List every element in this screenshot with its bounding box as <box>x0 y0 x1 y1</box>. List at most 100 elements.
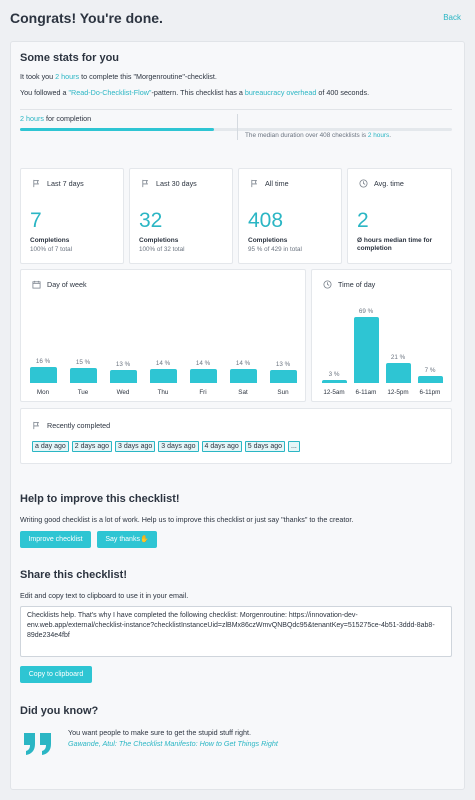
improve-checklist-button[interactable]: Improve checklist <box>20 531 91 548</box>
day-of-week-title: Day of week <box>47 280 87 289</box>
did-you-know-heading: Did you know? <box>20 705 99 717</box>
tile-label: All time <box>265 179 289 188</box>
bar-value-label: 15 % <box>75 359 91 366</box>
bar-category-label: 12-5am <box>323 389 345 396</box>
bar-category-label: Fri <box>199 389 207 396</box>
tile-value: 408 <box>248 209 284 232</box>
clock-icon <box>323 280 332 289</box>
bar-value-label: 14 % <box>155 360 171 367</box>
bar-value-label: 3 % <box>328 371 340 379</box>
tile-all-time: All time 408 Completions 95 % of 429 in … <box>238 168 342 264</box>
bar-12-5am <box>321 380 347 383</box>
bar-value-label: 16 % <box>35 358 51 365</box>
share-text: Edit and copy text to clipboard to use i… <box>20 591 189 600</box>
recently-completed-panel: Recently completed a day ago 2 days ago 3 … <box>20 408 452 464</box>
page-title: Congrats! You're done. <box>10 10 163 26</box>
tile-sub: Completions <box>248 237 288 244</box>
tile-sub: Ø hours median time for completion <box>357 237 433 252</box>
tile-label: Last 30 days <box>156 179 197 188</box>
say-thanks-button[interactable]: Say thanks✋ <box>97 531 157 548</box>
bar-value-label: 7 % <box>424 367 436 375</box>
share-heading: Share this checklist! <box>20 569 127 581</box>
tile-label: Last 7 days <box>47 179 84 188</box>
bar-category-label: Wed <box>116 389 130 396</box>
time-of-day-title: Time of day <box>338 280 376 289</box>
back-link[interactable]: Back <box>443 13 461 22</box>
stats-divider <box>20 109 452 110</box>
bar-value-label: 21 % <box>390 354 406 362</box>
time-of-day-chart: 3 % 12-5am 69 % 6-11am 21 % 12-5pm 7 % 6-11pm <box>312 270 453 403</box>
tile-sub: Completions <box>30 237 70 244</box>
flag-icon <box>33 421 39 430</box>
share-message-textarea[interactable]: Checklists help. That's why I have compl… <box>20 606 452 657</box>
recent-chip[interactable]: 3 days ago <box>115 441 156 452</box>
recent-chip[interactable]: 4 days ago <box>201 441 242 452</box>
stats-line-duration: It took you 2 hours to complete this "Mo… <box>20 72 217 81</box>
bar-category-label: Mon <box>36 389 50 396</box>
tile-value: 32 <box>139 209 163 232</box>
result-card: Some stats for you It took you 2 hours t… <box>10 41 465 790</box>
tile-avg-time: Avg. time 2 Ø hours median time for comp… <box>347 168 452 264</box>
median-text: The median duration over 408 checklists … <box>245 132 392 139</box>
bar-mon <box>29 367 57 383</box>
tile-value: 7 <box>30 209 42 232</box>
bar-value-label: 14 % <box>235 360 251 367</box>
tile-last-30-days: Last 30 days 32 Completions 100% of 32 t… <box>129 168 233 264</box>
bar-category-label: Thu <box>157 389 169 396</box>
recent-chips: a day ago 2 days ago 3 days ago 3 days ago 4… <box>32 441 303 452</box>
tile-sub: Completions <box>139 237 179 244</box>
stats-heading: Some stats for you <box>20 52 120 64</box>
bar-12-5pm <box>385 363 411 383</box>
bar-category-label: Sat <box>238 389 248 396</box>
day-of-week-panel: Day of week 16 % Mon 15 % Tue 13 % Wed 14 % Thu… <box>20 269 306 402</box>
bar-sat <box>229 369 257 383</box>
bar-wed <box>109 370 137 383</box>
bar-sun <box>269 370 297 383</box>
bar-category-label: 6-11pm <box>419 389 441 396</box>
tile-sub2: 100% of 7 total <box>30 246 73 253</box>
bar-fri <box>189 369 217 383</box>
median-marker <box>237 114 238 140</box>
clock-icon <box>359 179 368 188</box>
quote-source[interactable]: Gawande, Atul: The Checklist Manifesto: … <box>68 739 278 748</box>
copy-to-clipboard-button[interactable]: Copy to clipboard <box>20 666 92 683</box>
tile-sub2: 95 % of 429 in total <box>248 246 302 253</box>
bar-category-label: Tue <box>77 389 89 396</box>
time-of-day-panel: Time of day 3 % 12-5am 69 % 6-11am 21 % 12-5p… <box>311 269 452 402</box>
quote-icon <box>24 733 51 755</box>
flag-icon <box>251 179 257 188</box>
quote-text: You want people to make sure to get the … <box>68 728 251 737</box>
tile-last-7-days: Last 7 days 7 Completions 100% of 7 tota… <box>20 168 124 264</box>
page-header: Congrats! You're done. Back <box>10 8 465 28</box>
progress-label: 2 hours for completion <box>20 114 92 123</box>
recent-chip[interactable]: a day ago <box>32 441 69 452</box>
bar-value-label: 14 % <box>195 360 211 367</box>
stats-line-pattern: You followed a "Read-Do-Checklist-Flow"-… <box>20 88 370 97</box>
bar-value-label: 69 % <box>358 308 374 316</box>
tile-value: 2 <box>357 209 369 232</box>
bar-value-label: 13 % <box>275 361 291 368</box>
bar-thu <box>149 369 177 383</box>
recently-completed-title: Recently completed <box>47 421 111 430</box>
progress-track <box>20 128 452 131</box>
bar-tue <box>69 368 97 383</box>
tile-label: Avg. time <box>374 179 404 188</box>
recent-chip-more[interactable]: ... <box>288 441 300 452</box>
recent-chip[interactable]: 2 days ago <box>71 441 112 452</box>
bar-category-label: 12-5pm <box>387 389 409 396</box>
flag-icon <box>33 179 39 188</box>
recent-chip[interactable]: 3 days ago <box>158 441 199 452</box>
bar-6-11pm <box>417 376 443 383</box>
day-of-week-chart: 16 % Mon 15 % Tue 13 % Wed 14 % Thu 14 % Fri 14 % S… <box>21 270 307 403</box>
improve-heading: Help to improve this checklist! <box>20 493 180 505</box>
bar-6-11am <box>353 317 379 383</box>
bar-category-label: 6-11am <box>355 389 377 396</box>
bar-value-label: 13 % <box>115 361 131 368</box>
progress-fill <box>20 128 215 131</box>
bar-category-label: Sun <box>277 389 289 396</box>
calendar-icon <box>32 280 41 289</box>
improve-text: Writing good checklist is a lot of work.… <box>20 515 354 524</box>
tile-sub2: 100% of 32 total <box>139 246 185 253</box>
recent-chip[interactable]: 5 days ago <box>244 441 285 452</box>
flag-icon <box>142 179 148 188</box>
